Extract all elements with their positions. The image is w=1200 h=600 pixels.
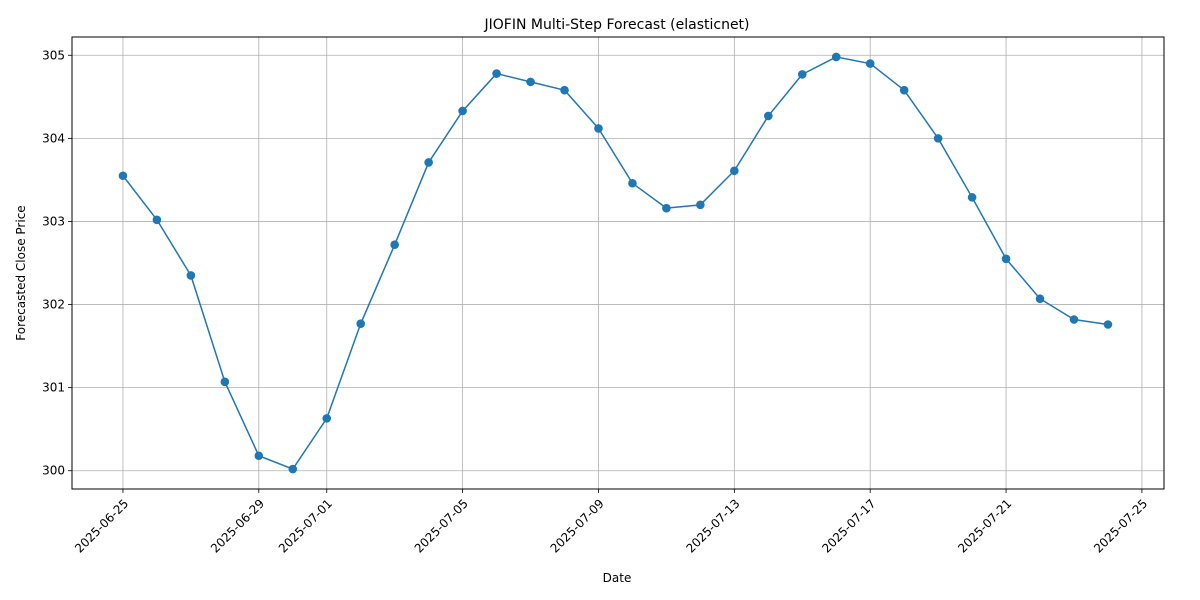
chart-title: JIOFIN Multi-Step Forecast (elasticnet) <box>483 17 749 33</box>
series-layer <box>118 52 1113 474</box>
data-point <box>254 451 264 461</box>
data-point <box>628 178 637 188</box>
data-point <box>730 166 739 176</box>
data-point <box>1103 320 1113 329</box>
data-point <box>118 171 128 181</box>
y-tick-label: 305 <box>42 48 65 62</box>
data-point <box>1035 294 1045 304</box>
data-point <box>933 134 943 143</box>
data-point <box>831 52 841 62</box>
data-point <box>967 193 977 202</box>
data-point <box>899 85 909 95</box>
data-point <box>696 200 705 210</box>
data-point <box>594 124 603 133</box>
plot-frame <box>71 36 1165 490</box>
y-tick-label: 303 <box>42 214 65 228</box>
data-point <box>560 85 569 95</box>
y-tick-label: 304 <box>42 131 65 145</box>
data-point <box>424 158 433 167</box>
data-point <box>1069 315 1079 324</box>
data-point <box>662 203 671 213</box>
data-point <box>797 70 807 79</box>
y-tick-label: 300 <box>42 464 65 478</box>
x-axis-title: Date <box>603 571 632 585</box>
data-point <box>186 271 196 280</box>
data-point <box>390 240 399 250</box>
y-tick-label: 302 <box>42 298 65 312</box>
data-point <box>764 111 773 121</box>
y-axis-title: Forecasted Close Price <box>14 205 28 340</box>
data-point <box>1001 254 1011 264</box>
series-line <box>122 56 1109 470</box>
data-point <box>458 106 467 116</box>
data-point <box>220 377 230 387</box>
data-point <box>288 464 298 474</box>
data-point <box>526 77 535 87</box>
data-point <box>356 319 366 328</box>
data-point <box>865 59 875 68</box>
grid <box>72 37 1164 489</box>
data-point <box>492 69 501 78</box>
y-tick-label: 301 <box>42 381 65 395</box>
data-point <box>322 414 332 423</box>
data-point <box>152 215 162 225</box>
